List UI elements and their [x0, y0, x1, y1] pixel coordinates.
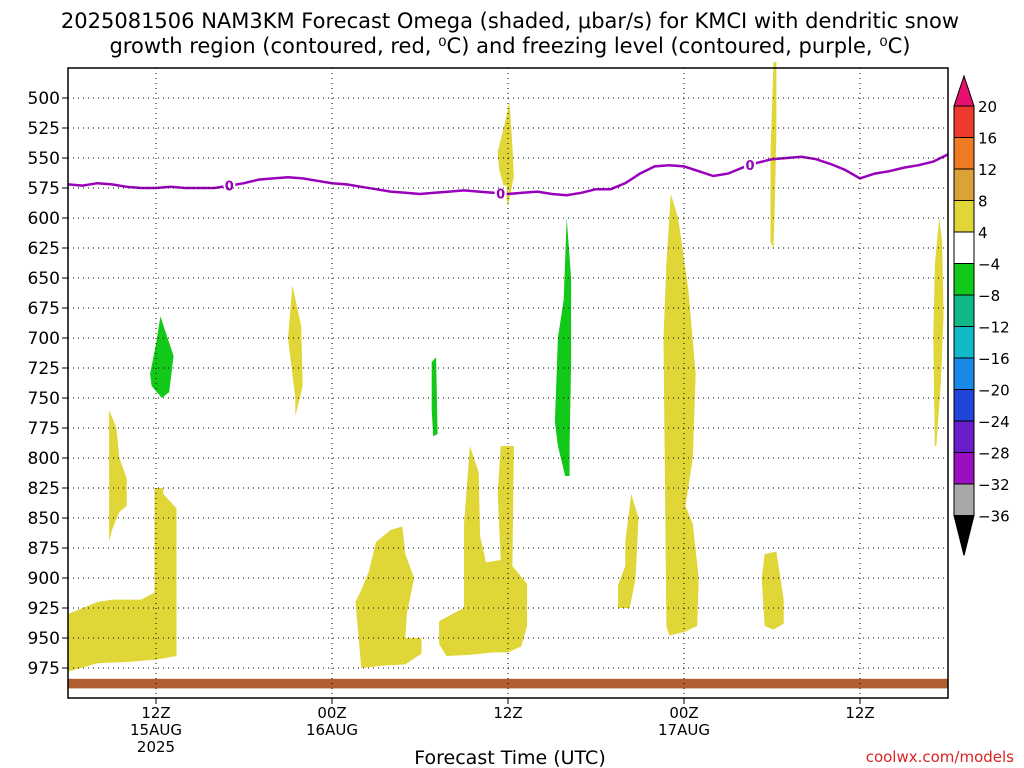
- y-tick-label-725: 725: [28, 359, 60, 379]
- colorbar-swatch-9: [953, 357, 975, 390]
- colorbar-swatch-10: [953, 389, 975, 422]
- y-tick-label-650: 650: [28, 269, 60, 289]
- y-tick-label-975: 975: [28, 659, 60, 679]
- colorbar-label-1: 16: [978, 130, 997, 148]
- y-tick-label-925: 925: [28, 599, 60, 619]
- colorbar-swatch-2: [953, 137, 975, 170]
- freezing-level-label-0: 0: [225, 180, 234, 195]
- x-axis-label: Forecast Time (UTC): [414, 747, 605, 768]
- colorbar-label-13: −36: [978, 508, 1010, 526]
- colorbar-bottom-arrow: [953, 515, 975, 556]
- y-tick-label-775: 775: [28, 419, 60, 439]
- y-axis-ticks: 500 525 550 575 600 625 650 675 700 725 750 775 800 8…: [28, 89, 68, 679]
- colorbar-swatch-7: [953, 294, 975, 327]
- freezing-label-bg-2: [744, 157, 756, 173]
- colorbar-swatch-11: [953, 420, 975, 453]
- colorbar-label-5: −4: [978, 256, 1000, 274]
- colorbar-label-11: −28: [978, 445, 1010, 463]
- freezing-label-bg-0: [223, 177, 236, 193]
- colorbar-label-4: 4: [978, 224, 988, 242]
- omega-region-10: [663, 194, 699, 636]
- x-tick-label-3-2: 17AUG: [658, 721, 710, 739]
- gridlines: [68, 68, 948, 698]
- freezing-level-label-1: 0: [496, 187, 505, 202]
- chart-title-line1: 2025081506 NAM3KM Forecast Omega (shaded…: [61, 9, 959, 33]
- x-tick-label-0-2: 15AUG: [130, 721, 182, 739]
- x-tick-label-1-2: 16AUG: [306, 721, 358, 739]
- colorbar-swatch-12: [953, 452, 975, 485]
- colorbar-swatch-1: [953, 105, 975, 138]
- omega-region-9: [618, 494, 639, 608]
- colorbar-swatch-5: [953, 231, 975, 264]
- colorbar-swatch-8: [953, 326, 975, 359]
- colorbar-label-7: −12: [978, 319, 1010, 337]
- omega-region-2: [288, 285, 303, 416]
- x-tick-label-4-1: 12Z: [845, 704, 874, 722]
- plot-frame: [67, 67, 949, 699]
- y-tick-label-950: 950: [28, 629, 60, 649]
- plot-area: 0 0 0: [67, 62, 949, 689]
- credit-text: coolwx.com/models: [866, 748, 1014, 766]
- freezing-label-bg-1: [494, 185, 507, 201]
- omega-region-13: [933, 218, 944, 446]
- colorbar-swatch-4: [953, 200, 975, 233]
- omega-region-3: [355, 526, 422, 668]
- omega-region-0: [68, 488, 177, 672]
- y-tick-label-625: 625: [28, 239, 60, 259]
- colorbar: 20 16 12 8 4 −4 −8 −12 −16 −20 −24 −28 −32 −36: [953, 74, 1010, 556]
- y-tick-label-800: 800: [28, 449, 60, 469]
- colorbar-label-2: 12: [978, 161, 997, 179]
- x-tick-label-0-1: 12Z: [141, 704, 170, 722]
- freezing-level-label-2: 0: [745, 159, 754, 174]
- y-tick-label-900: 900: [28, 569, 60, 589]
- colorbar-label-0: 20: [978, 98, 997, 116]
- y-tick-label-675: 675: [28, 299, 60, 319]
- omega-region-8: [497, 101, 514, 206]
- omega-region-5: [150, 316, 174, 398]
- y-tick-label-600: 600: [28, 209, 60, 229]
- colorbar-swatch-6: [953, 263, 975, 296]
- colorbar-label-10: −24: [978, 413, 1010, 431]
- y-tick-label-750: 750: [28, 389, 60, 409]
- colorbar-swatch-3: [953, 168, 975, 201]
- omega-region-4: [439, 446, 528, 656]
- x-tick-label-1-1: 00Z: [317, 704, 346, 722]
- colorbar-label-6: −8: [978, 287, 1000, 305]
- omega-region-1: [109, 410, 127, 542]
- y-tick-label-850: 850: [28, 509, 60, 529]
- y-tick-label-575: 575: [28, 179, 60, 199]
- y-tick-label-825: 825: [28, 479, 60, 499]
- colorbar-label-3: 8: [978, 193, 988, 211]
- omega-region-11: [761, 551, 784, 630]
- y-tick-label-550: 550: [28, 149, 60, 169]
- colorbar-label-8: −16: [978, 350, 1010, 368]
- x-tick-label-0-3: 2025: [137, 738, 175, 756]
- x-tick-label-2-1: 12Z: [493, 704, 522, 722]
- x-tick-label-3-1: 00Z: [669, 704, 698, 722]
- colorbar-top-arrow: [953, 74, 975, 107]
- chart-title-line2: growth region (contoured, red, ⁰C) and f…: [109, 34, 910, 58]
- y-tick-label-700: 700: [28, 329, 60, 349]
- y-tick-label-525: 525: [28, 119, 60, 139]
- colorbar-label-9: −20: [978, 382, 1010, 400]
- colorbar-swatch-13: [953, 483, 975, 516]
- y-tick-label-500: 500: [28, 89, 60, 109]
- omega-region-7: [554, 218, 572, 476]
- y-tick-label-875: 875: [28, 539, 60, 559]
- colorbar-label-12: −32: [978, 476, 1010, 494]
- omega-region-12: [770, 62, 777, 248]
- omega-region-6: [431, 357, 438, 437]
